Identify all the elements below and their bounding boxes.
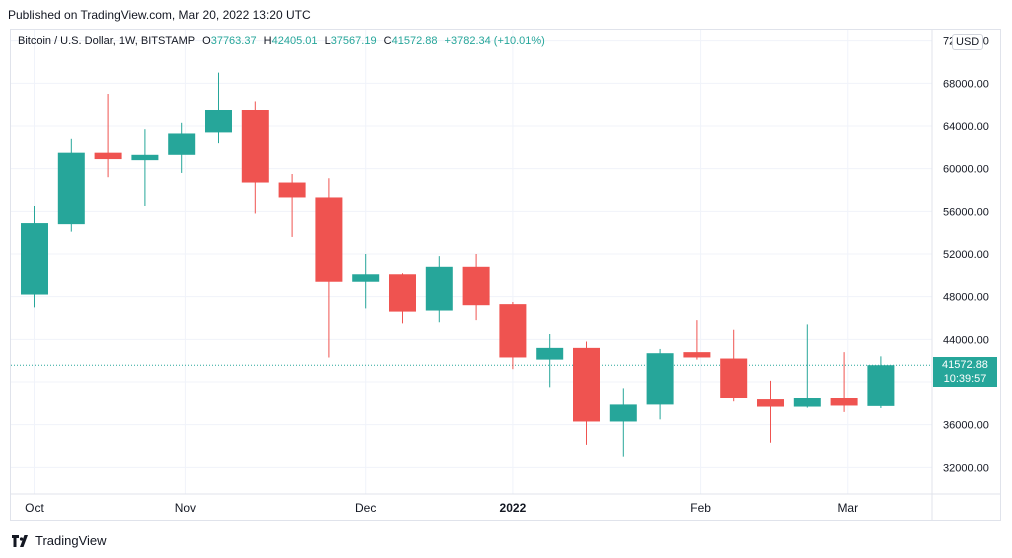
candle-body [646,353,674,405]
candle-body [793,398,821,407]
candle [830,352,858,412]
change-value: +3782.34 (+10.01%) [444,35,545,47]
candle-body [131,154,159,161]
candle [793,324,821,408]
x-tick-label: Dec [355,501,376,515]
candle-body [830,398,858,406]
x-axis-labels: Oct Nov Dec 2022 Feb Mar [25,501,858,515]
candle-body [389,274,416,312]
candle [57,138,85,232]
y-tick-label: 60000.00 [943,164,989,176]
candle [352,254,380,309]
close-value: 41572.88 [391,35,438,47]
tradingview-logo-icon [12,534,28,547]
candle [609,388,637,457]
candle-body [609,404,637,422]
x-tick-label: Oct [25,501,44,515]
y-tick-label: 44000.00 [943,334,989,346]
candle-body [21,223,48,295]
candle [315,178,343,358]
candle-body [867,365,895,406]
bar-countdown: 10:39:57 [943,373,987,385]
candle [389,273,416,324]
y-tick-label: 68000.00 [943,78,989,90]
candle [867,356,895,408]
candle-body [425,266,453,311]
ohlc-legend: Bitcoin / U.S. Dollar, 1W, BITSTAMP O377… [18,35,549,47]
high-label: H [263,35,272,47]
candle-body [462,266,490,306]
candle-body [499,304,527,358]
candle-body [315,197,343,282]
published-caption: Published on TradingView.com, Mar 20, 20… [8,8,311,22]
candle-body [205,110,232,133]
y-tick-label: 64000.00 [943,121,989,133]
currency-button[interactable]: USD [952,34,984,50]
candle [536,334,564,388]
chart-grid [11,30,932,494]
last-price-tag: 41572.88 10:39:57 [933,357,997,387]
y-tick-label: 56000.00 [943,206,989,218]
candle-body [57,152,85,225]
y-tick-label: 48000.00 [943,292,989,304]
candle-body [573,347,600,422]
brand-name: TradingView [35,533,107,548]
candle [462,254,490,321]
candle-body [168,133,196,155]
candle-body [352,274,380,282]
axis-separators [11,30,1000,520]
x-tick-label: Feb [690,501,711,515]
candle [646,348,674,420]
low-label: L [324,35,331,47]
y-axis-labels: 32000.0036000.0040000.0044000.0048000.00… [943,36,989,475]
x-tick-label: Mar [837,501,858,515]
candle-body [278,182,306,198]
candle [757,380,784,443]
chart-frame [10,29,1001,521]
candle [573,341,600,445]
candle [683,320,711,360]
candle-body [536,347,564,360]
low-value: 37567.19 [330,35,377,47]
symbol-name[interactable]: Bitcoin / U.S. Dollar, 1W, BITSTAMP [18,35,196,47]
x-tick-label: Nov [175,501,196,515]
candle-body [720,358,748,398]
candle [205,72,232,144]
candle [21,206,48,308]
candle [720,329,748,402]
candle [425,256,453,323]
open-label: O [202,35,211,47]
candle-body [241,110,269,183]
y-tick-label: 32000.00 [943,462,989,474]
last-price-value: 41572.88 [942,359,988,371]
y-tick-label: 36000.00 [943,420,989,432]
candles-group [21,72,895,457]
candle [278,174,306,237]
candle [94,94,122,178]
tradingview-brand[interactable]: TradingView [12,533,107,548]
candle-body [94,152,122,160]
close-label: C [383,35,392,47]
x-tick-label: 2022 [500,501,527,515]
candle [499,302,527,370]
candle [241,101,269,214]
high-value: 42405.01 [271,35,318,47]
open-value: 37763.37 [210,35,257,47]
candle [168,122,196,173]
candle [131,129,159,206]
candle-body [683,352,711,358]
y-tick-label: 52000.00 [943,249,989,261]
candle-body [757,399,784,407]
